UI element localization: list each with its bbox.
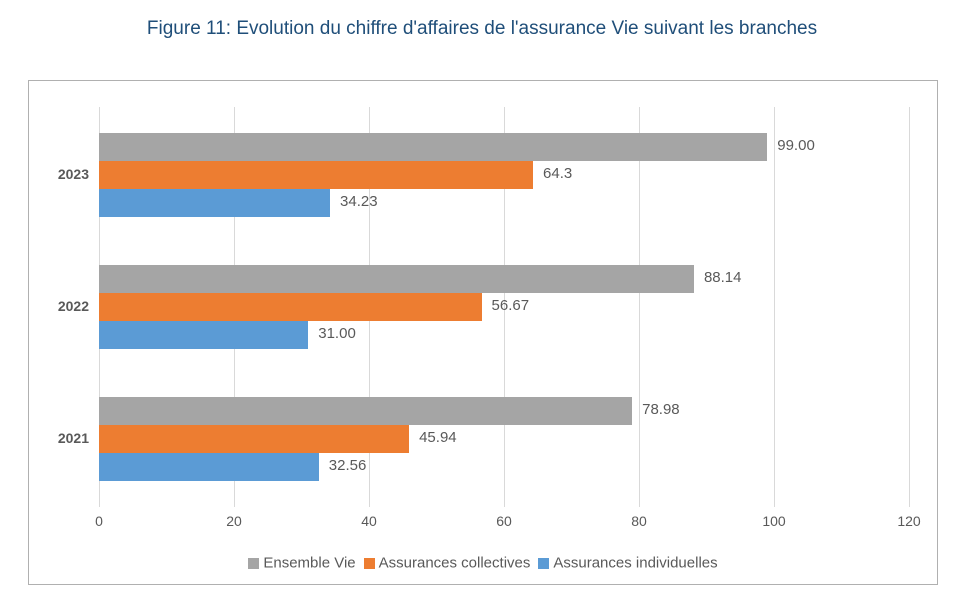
x-tick-label: 40: [349, 513, 389, 529]
chart-title: Figure 11: Evolution du chiffre d'affair…: [0, 0, 964, 50]
bar: [99, 265, 694, 293]
x-tick-label: 0: [79, 513, 119, 529]
gridline: [639, 107, 640, 507]
legend: Ensemble Vie Assurances collectives Assura…: [29, 554, 937, 572]
x-tick-label: 120: [889, 513, 929, 529]
bar-value-label: 45.94: [419, 429, 457, 446]
legend-item: Assurances individuelles: [538, 554, 717, 572]
bar: [99, 321, 308, 349]
bar: [99, 397, 632, 425]
legend-label: Assurances individuelles: [553, 555, 717, 572]
legend-swatch: [248, 558, 259, 569]
x-tick-label: 20: [214, 513, 254, 529]
gridline: [909, 107, 910, 507]
legend-label: Assurances collectives: [379, 555, 531, 572]
bar: [99, 293, 482, 321]
bar: [99, 453, 319, 481]
bar-value-label: 88.14: [704, 269, 742, 286]
bar-value-label: 32.56: [329, 457, 367, 474]
bar-value-label: 56.67: [492, 297, 530, 314]
bar: [99, 161, 533, 189]
x-tick-label: 80: [619, 513, 659, 529]
plot-area: 99.00 64.3 34.23 88.14 56.67 31.00 78.98 45.94 3…: [99, 107, 909, 507]
bar-value-label: 78.98: [642, 401, 680, 418]
legend-swatch: [538, 558, 549, 569]
legend-label: Ensemble Vie: [263, 555, 355, 572]
bar-value-label: 64.3: [543, 165, 572, 182]
bar-value-label: 34.23: [340, 193, 378, 210]
bar: [99, 425, 409, 453]
chart-container: 99.00 64.3 34.23 88.14 56.67 31.00 78.98 45.94 3…: [28, 80, 938, 585]
y-category-label: 2023: [39, 166, 89, 182]
x-tick-label: 100: [754, 513, 794, 529]
legend-swatch: [364, 558, 375, 569]
bar: [99, 189, 330, 217]
gridline: [774, 107, 775, 507]
legend-item: Assurances collectives: [364, 554, 531, 572]
y-category-label: 2022: [39, 298, 89, 314]
bar-value-label: 31.00: [318, 325, 356, 342]
bar-value-label: 99.00: [777, 137, 815, 154]
legend-item: Ensemble Vie: [248, 554, 355, 572]
y-category-label: 2021: [39, 430, 89, 446]
x-tick-label: 60: [484, 513, 524, 529]
bar: [99, 133, 767, 161]
